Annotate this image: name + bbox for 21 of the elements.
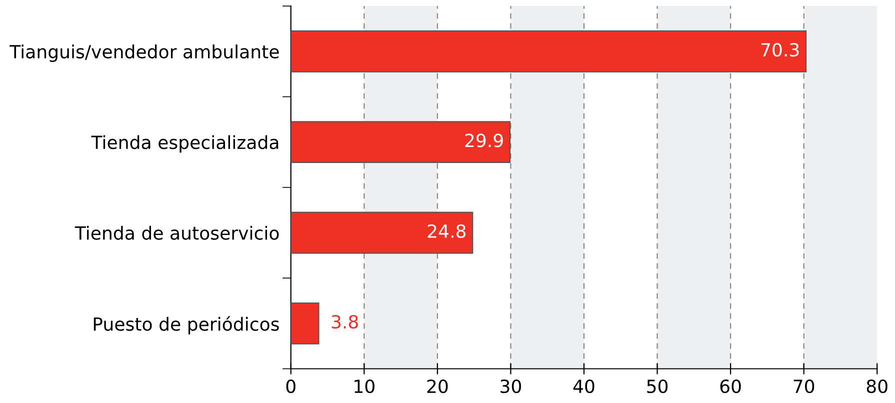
data-label: 3.8 xyxy=(332,314,358,329)
x-tick-label: 40 xyxy=(573,379,594,394)
x-tick-label: 60 xyxy=(720,379,741,394)
bar xyxy=(290,30,807,72)
y-tick-label: Puesto de periódicos xyxy=(94,316,279,334)
data-label: 70.3 xyxy=(761,42,799,57)
x-tick-label: 0 xyxy=(286,379,296,394)
x-tick-label: 20 xyxy=(427,379,448,394)
bar xyxy=(290,302,320,344)
x-tick-label: 10 xyxy=(354,379,374,394)
data-label: 29.9 xyxy=(465,134,503,148)
data-label: 24.8 xyxy=(428,224,466,238)
x-tick-label: 70 xyxy=(794,379,814,394)
x-tick-label: 50 xyxy=(647,379,668,394)
y-tick-label: Tienda especializada xyxy=(91,135,278,153)
x-tick-label: 80 xyxy=(866,379,888,394)
bar xyxy=(290,212,474,254)
bar xyxy=(290,121,511,164)
x-tick-label: 30 xyxy=(500,379,521,394)
y-tick-label: Tienda de autoservicio xyxy=(74,226,279,240)
y-tick-label: Tianguis/vendedor ambulante xyxy=(10,44,279,62)
